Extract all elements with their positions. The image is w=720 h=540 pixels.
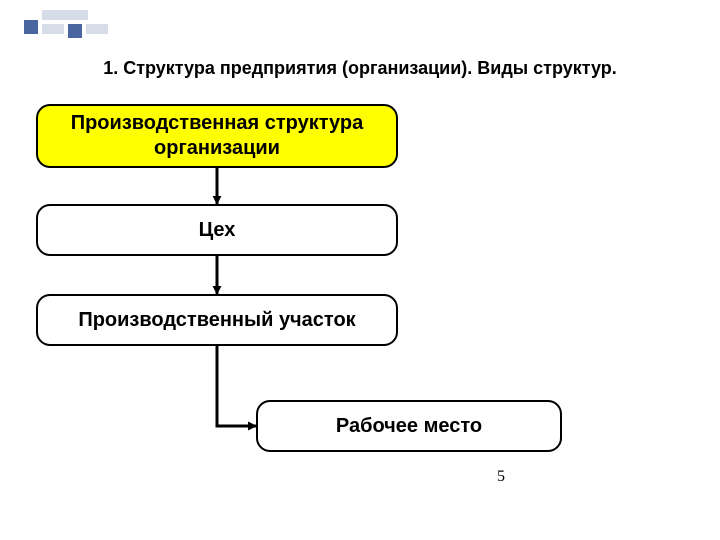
corner-decoration xyxy=(24,10,114,46)
node-label: Производственная структура организации xyxy=(46,111,388,161)
dec-square xyxy=(24,20,38,34)
node-production-area: Производственный участок xyxy=(36,294,398,346)
node-label: Цех xyxy=(199,218,236,243)
dec-bar xyxy=(42,24,64,34)
dec-square xyxy=(68,24,82,38)
node-workplace: Рабочее место xyxy=(256,400,562,452)
dec-bar xyxy=(42,10,88,20)
node-production-structure: Производственная структура организации xyxy=(36,104,398,168)
flowchart-arrows xyxy=(0,0,720,540)
node-label: Рабочее место xyxy=(336,414,482,439)
node-label: Производственный участок xyxy=(78,308,355,333)
node-workshop: Цех xyxy=(36,204,398,256)
dec-bar xyxy=(86,24,108,34)
page-number: 5 xyxy=(497,468,505,486)
slide-title: 1. Структура предприятия (организации). … xyxy=(0,58,720,79)
